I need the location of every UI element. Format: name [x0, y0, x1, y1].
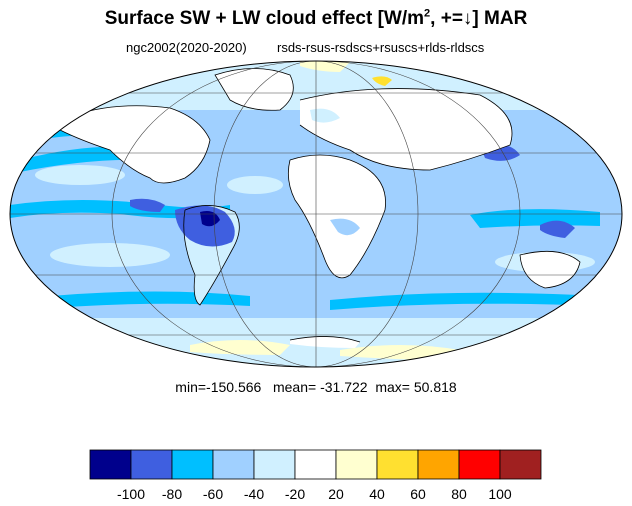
colorbar-box	[253, 449, 296, 480]
meridian-60	[213, 61, 419, 367]
mean-label: mean=	[272, 379, 317, 395]
colorbar-tick-label: -20	[285, 486, 305, 502]
max-value: 50.818	[413, 379, 457, 395]
colorbar-box	[130, 449, 173, 480]
land-greenland	[215, 68, 294, 111]
plot-title: Surface SW + LW cloud effect [W/m2, +=↓]…	[0, 8, 632, 30]
colorbar-tick-label: -60	[203, 486, 223, 502]
coast-north-america	[59, 105, 211, 184]
coast-south-america	[183, 205, 240, 306]
antarctica-land	[290, 336, 360, 348]
colorbar-box	[212, 449, 255, 480]
title-superscript: 2	[424, 7, 431, 20]
min-value: -150.566	[206, 379, 262, 395]
amazon-strong-patch	[175, 205, 235, 247]
strong-patch-e-pacific	[130, 198, 165, 212]
land-africa	[288, 155, 386, 278]
colorbar-box	[417, 449, 460, 480]
mean-value: -31.722	[320, 379, 368, 395]
subtitle-variable: rsds-rsus-rsdscs+rsuscs+rlds-rldscs	[277, 40, 485, 55]
coast-australia	[519, 250, 581, 289]
colorbar-tick-label: 20	[328, 486, 344, 502]
colorbar-box	[376, 449, 419, 480]
max-label: max=	[375, 379, 410, 395]
colorbar-tick-label: 40	[369, 486, 385, 502]
title-text: Surface SW + LW cloud effect [W/m	[104, 8, 425, 29]
coast-antarctica	[289, 336, 361, 343]
colorbar-tick-label: -80	[162, 486, 182, 502]
land-australia	[520, 251, 580, 288]
colorbar-box	[89, 449, 132, 480]
field-statistics: min=-150.566 mean= -31.722 max= 50.818	[0, 379, 632, 395]
land-north-america	[60, 105, 210, 183]
title-text-suffix: , +=↓] MAR	[430, 8, 528, 29]
clear-patch-n-atlantic	[227, 176, 283, 194]
coast-eurasia	[299, 88, 513, 171]
colorbar-tick-label: -40	[244, 486, 264, 502]
colorbar-box	[458, 449, 501, 480]
arctic-gold-patch	[372, 76, 392, 86]
antarctic-yellow-patch-west	[190, 340, 290, 355]
min-label: min=	[175, 379, 207, 395]
colorbar-box	[294, 449, 337, 480]
europe-cloud-patch	[310, 108, 340, 123]
clear-patch-n-pacific	[35, 165, 125, 185]
colorbar-tick-label: 100	[488, 486, 512, 502]
colorbar-box	[335, 449, 378, 480]
colorbar-tick-label: -100	[117, 486, 145, 502]
subtitle-experiment: ngc2002(2020-2020)	[126, 40, 247, 55]
strong-patch-maritime	[540, 220, 575, 238]
map-border	[9, 60, 623, 368]
meridian-120	[111, 61, 521, 367]
land-eurasia	[300, 88, 512, 170]
colorbar-tick-label: 80	[451, 486, 467, 502]
colorbar-tick-label: 60	[410, 486, 426, 502]
colorbar-box	[499, 449, 542, 480]
clear-patch-se-pacific	[50, 243, 170, 267]
amazon-core	[200, 211, 220, 227]
colorbar-box	[171, 449, 214, 480]
africa-cloud-patch	[330, 218, 360, 236]
